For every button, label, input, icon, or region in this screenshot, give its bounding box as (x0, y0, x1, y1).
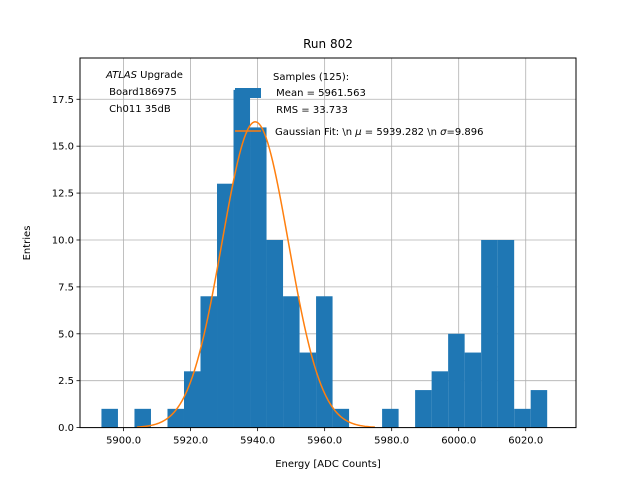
gaussian-fit (136, 121, 375, 428)
histogram-bar (233, 89, 251, 428)
y-tick-label: 12.5 (52, 189, 74, 200)
y-tick-label: 7.5 (58, 282, 74, 293)
chart-title: Run 802 (303, 37, 353, 51)
legend-fit-prefix: Gaussian Fit: \n (275, 127, 355, 138)
histogram-bars (101, 89, 548, 428)
histogram-bar (283, 296, 300, 428)
grid-lines (80, 58, 576, 429)
histogram-bar (183, 371, 201, 428)
annotation-upgrade: Upgrade (137, 70, 183, 81)
y-tick-label: 15.0 (52, 142, 74, 153)
histogram-bar (250, 127, 267, 428)
x-tick-label: 5940.0 (240, 436, 275, 447)
legend-fit-mu-symbol: μ (354, 127, 361, 138)
annotation-line-3: Ch011 35dB (106, 104, 171, 115)
x-tick-label: 5900.0 (106, 436, 141, 447)
legend-samples-line-2: Mean = 5961.563 (273, 88, 366, 99)
histogram-bar (415, 390, 432, 428)
x-tick-label: 6000.0 (441, 436, 476, 447)
histogram-bar (101, 408, 118, 428)
legend-fit-mu-value: = 5939.282 \n (362, 127, 441, 138)
histogram-bar (448, 333, 465, 428)
x-axis-ticks: 5900.0 5920.0 5940.0 5960.0 5980.0 6000.0 6020… (106, 427, 543, 447)
y-tick-label: 5.0 (58, 329, 74, 340)
histogram-bar (316, 296, 333, 428)
y-axis-ticks: 0.0 2.5 5.0 7.5 10.0 12.5 15.0 17.5 (52, 95, 80, 434)
x-tick-label: 5980.0 (374, 436, 409, 447)
legend-histogram-swatch (235, 88, 261, 98)
annotation-line-2: Board186975 (106, 87, 177, 98)
histogram-bar (431, 371, 449, 428)
y-tick-label: 17.5 (52, 95, 74, 106)
legend-fit-sigma-symbol: σ (440, 127, 447, 138)
x-axis-label: Energy [ADC Counts] (275, 459, 381, 470)
histogram-bar (167, 408, 184, 428)
legend-fit-label: Gaussian Fit: \n μ = 5939.282 \n σ=9.896 (275, 127, 483, 138)
annotation-line-1: ATLAS Upgrade (105, 70, 183, 81)
y-axis-label: Entries (22, 226, 33, 261)
plot-frame (79, 57, 577, 429)
y-tick-label: 10.0 (52, 235, 74, 246)
histogram-bar (134, 408, 151, 428)
histogram-bar (481, 239, 498, 428)
histogram-bar (382, 408, 399, 428)
annotation-atlas: ATLAS (105, 70, 138, 81)
x-tick-label: 6020.0 (508, 436, 543, 447)
y-tick-label: 2.5 (58, 376, 74, 387)
x-tick-label: 5920.0 (173, 436, 208, 447)
histogram-bar (530, 390, 548, 428)
histogram-bar (514, 408, 531, 428)
atlas-annotation: ATLAS Upgrade Board186975 Ch011 35dB (105, 70, 183, 115)
histogram-bar (464, 352, 482, 428)
legend-fit-sigma-value: =9.896 (446, 127, 483, 138)
histogram-bar (497, 239, 515, 428)
y-tick-label: 0.0 (58, 423, 74, 434)
legend-samples-line-3: RMS = 33.733 (273, 105, 348, 116)
legend: Samples (125): Mean = 5961.563 RMS = 33.… (235, 72, 483, 138)
histogram-bar (266, 239, 284, 428)
legend-samples-line-1: Samples (125): (273, 72, 349, 83)
gaussian-fit-curve (136, 121, 375, 428)
histogram-bar (299, 352, 317, 428)
x-tick-label: 5960.0 (307, 436, 342, 447)
